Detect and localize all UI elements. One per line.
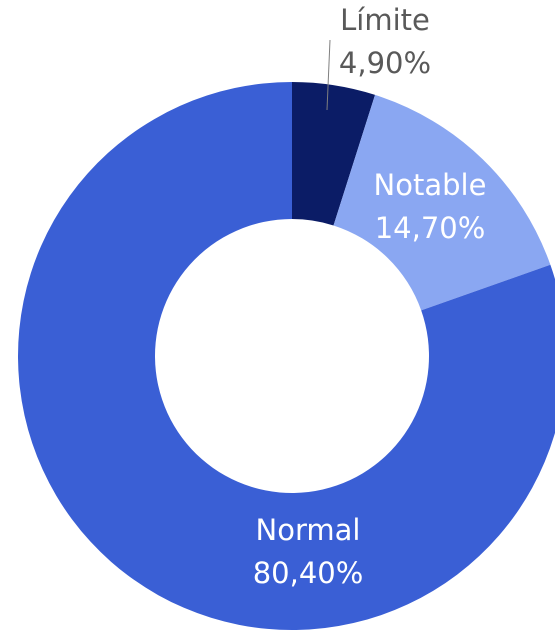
donut-slice [18,82,555,630]
slice-value-label: 4,90% [339,46,431,80]
slice-label: Notable [374,168,487,202]
slice-label: Límite [340,3,430,37]
slice-value-label: 14,70% [375,211,486,245]
donut-slice [333,94,551,311]
leader-line [326,39,331,111]
donut-slice [292,82,376,226]
slice-label: Normal [256,513,361,547]
slice-value-label: 80,40% [253,556,364,590]
